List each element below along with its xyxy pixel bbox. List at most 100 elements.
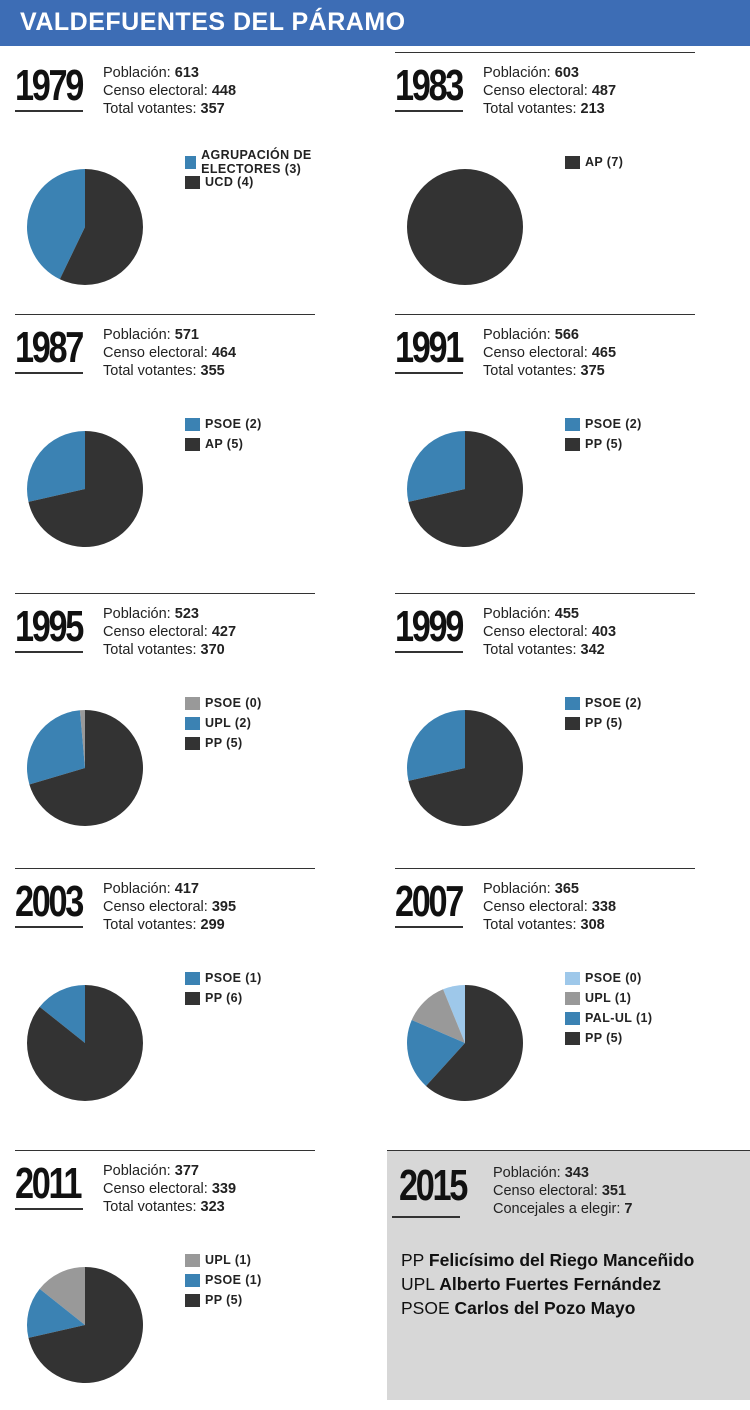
separator-line [15, 593, 315, 594]
stats-block: Población: 365 Censo electoral: 338 Total … [483, 880, 616, 934]
pie-chart [407, 431, 523, 547]
pie-slice [407, 169, 523, 285]
legend-swatch [185, 696, 200, 710]
legend-item: PP (6) [185, 988, 262, 1008]
candidate-party: PP [401, 1250, 425, 1270]
legend-swatch [185, 175, 200, 189]
poblacion-line: Población: 523 [103, 605, 236, 623]
pie-slice [408, 431, 523, 547]
censo-label: Censo electoral: [103, 83, 212, 99]
votantes-value: 357 [200, 101, 225, 117]
legend-label: UPL (2) [205, 716, 252, 730]
pie-slice [411, 989, 465, 1043]
poblacion-value: 365 [554, 881, 579, 897]
poblacion-line: Población: 603 [483, 64, 616, 82]
censo-label: Censo electoral: [483, 624, 592, 640]
censo-label: Censo electoral: [483, 899, 592, 915]
year-underline [15, 372, 83, 374]
censo-value: 427 [211, 624, 237, 640]
pie-slice [28, 431, 144, 547]
panel-1991: 1991 Población: 566 Censo electoral: 465 To… [380, 314, 740, 574]
legend-label: AP (7) [585, 155, 624, 169]
poblacion-line: Población: 613 [103, 64, 236, 82]
concejales-value: 7 [624, 1201, 633, 1217]
legend-item: PSOE (2) [565, 693, 642, 713]
legend-swatch [185, 1253, 200, 1267]
censo-line: Censo electoral: 427 [103, 623, 236, 641]
pie-slice [26, 1288, 85, 1338]
legend-item: PSOE (2) [565, 414, 642, 434]
censo-label: Censo electoral: [103, 1181, 212, 1197]
year-underline [15, 926, 83, 928]
poblacion-label: Población: [483, 881, 555, 897]
votantes-line: Total votantes: 323 [103, 1198, 236, 1216]
pie-slice [407, 710, 465, 781]
censo-label: Censo electoral: [103, 345, 212, 361]
censo-label: Censo electoral: [483, 345, 592, 361]
poblacion-label: Población: [103, 881, 175, 897]
poblacion-value: 566 [554, 327, 579, 343]
pie-slice [59, 169, 144, 285]
legend-item: AP (7) [565, 152, 623, 172]
censo-line: Censo electoral: 395 [103, 898, 236, 916]
pie-chart [407, 985, 523, 1101]
stats-block: Población: 455 Censo electoral: 403 Total … [483, 605, 616, 659]
votantes-line: Total votantes: 299 [103, 916, 236, 934]
stats-block: Población: 523 Censo electoral: 427 Total … [103, 605, 236, 659]
year-label: 1991 [395, 323, 464, 372]
poblacion-value: 571 [174, 327, 199, 343]
poblacion-value: 523 [174, 606, 199, 622]
panel-2003: 2003 Población: 417 Censo electoral: 395 To… [0, 868, 360, 1128]
votantes-line: Total votantes: 355 [103, 362, 236, 380]
votantes-label: Total votantes: [483, 363, 581, 379]
legend-item: PP (5) [185, 1290, 262, 1310]
legend: UPL (1) PSOE (1) PP (5) [185, 1250, 262, 1310]
panel-1999: 1999 Población: 455 Censo electoral: 403 To… [380, 593, 740, 853]
censo-line: Censo electoral: 448 [103, 82, 236, 100]
poblacion-label: Población: [493, 1165, 565, 1181]
pie-chart [27, 985, 144, 1101]
legend-swatch [185, 736, 200, 750]
poblacion-value: 613 [174, 65, 199, 81]
legend: PSOE (1) PP (6) [185, 968, 262, 1008]
stats-block: Población: 377 Censo electoral: 339 Total … [103, 1162, 236, 1216]
pie-slice [408, 710, 523, 826]
pie-slice [29, 710, 143, 826]
censo-line: Censo electoral: 464 [103, 344, 236, 362]
censo-line: Censo electoral: 487 [483, 82, 616, 100]
candidate-item: PSOE Carlos del Pozo Mayo [401, 1296, 694, 1320]
pie-chart [27, 710, 143, 826]
separator-line [395, 593, 695, 594]
votantes-label: Total votantes: [483, 101, 581, 117]
legend: AGRUPACIÓN DE ELECTORES (3) UCD (4) [185, 148, 360, 192]
legend-item: AGRUPACIÓN DE ELECTORES (3) [185, 148, 360, 176]
separator-line [395, 52, 695, 53]
candidates-list: PP Felicísimo del Riego Manceñido UPL Al… [401, 1248, 694, 1320]
candidate-item: PP Felicísimo del Riego Manceñido [401, 1248, 694, 1272]
pie-slice [79, 710, 85, 768]
legend-item: AP (5) [185, 434, 262, 454]
concejales-line: Concejales a elegir: 7 [493, 1200, 632, 1218]
legend-label: PP (5) [585, 716, 623, 730]
candidate-name: Carlos del Pozo Mayo [454, 1298, 636, 1318]
censo-value: 487 [591, 83, 617, 99]
header-bar: VALDEFUENTES DEL PÁRAMO [0, 0, 750, 46]
panel-1995: 1995 Población: 523 Censo electoral: 427 To… [0, 593, 360, 853]
year-underline [395, 926, 463, 928]
legend-item: PSOE (0) [565, 968, 652, 988]
pie-slice [407, 431, 465, 502]
pie-slice [426, 985, 523, 1101]
legend-swatch [565, 155, 580, 169]
legend-label: PP (5) [205, 736, 243, 750]
legend-item: PSOE (2) [185, 414, 262, 434]
year-label: 2003 [15, 877, 84, 926]
votantes-value: 323 [200, 1199, 225, 1215]
votantes-label: Total votantes: [103, 101, 201, 117]
legend-swatch [185, 155, 197, 169]
poblacion-value: 417 [174, 881, 199, 897]
poblacion-line: Población: 377 [103, 1162, 236, 1180]
year-underline [395, 110, 463, 112]
legend-swatch [185, 991, 200, 1005]
legend-item: UCD (4) [185, 172, 360, 192]
votantes-value: 370 [200, 642, 225, 658]
